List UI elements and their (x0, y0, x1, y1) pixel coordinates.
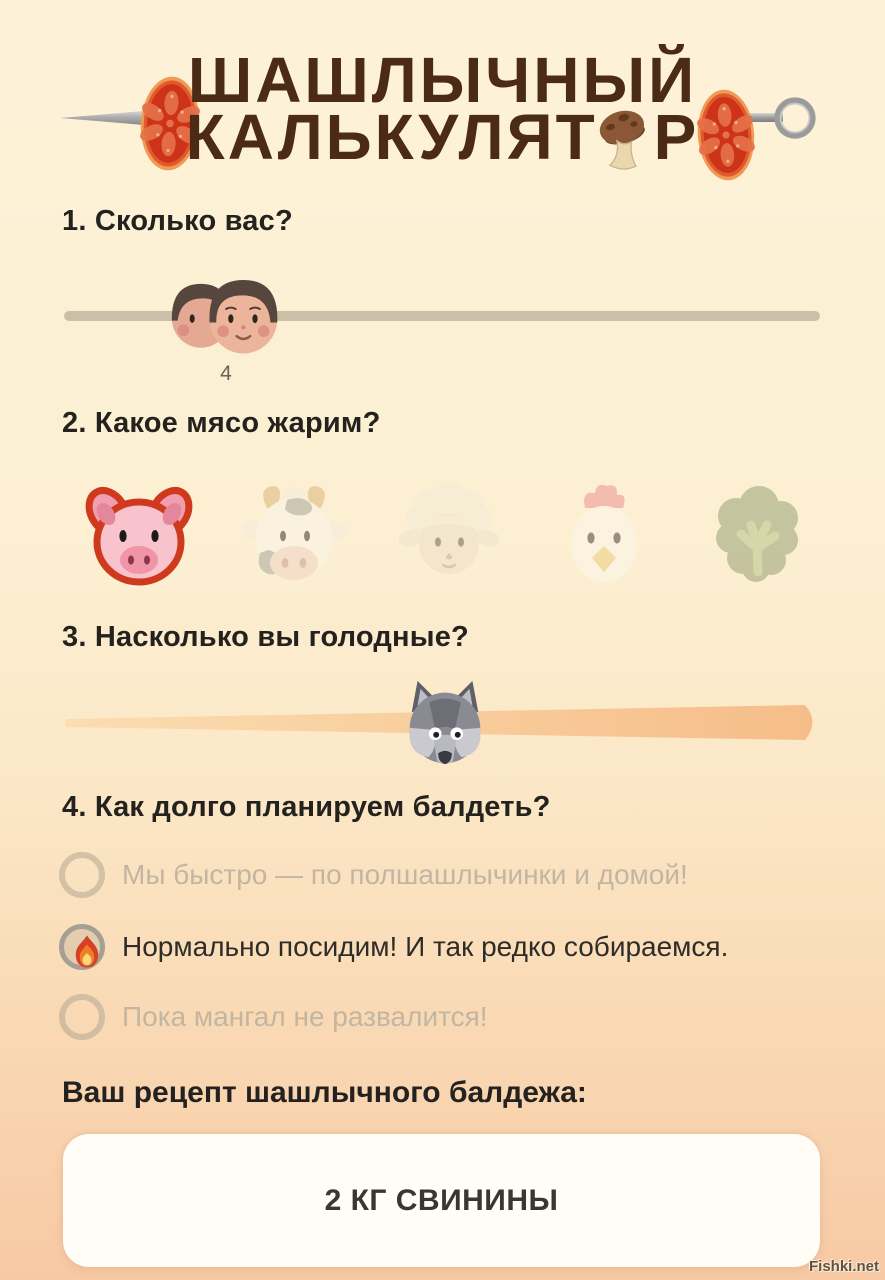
skewer-ring-icon (772, 95, 818, 141)
meat-options-row (0, 476, 885, 598)
result-value: 2 КГ СВИНИНЫ (324, 1183, 559, 1217)
duration-option-quick[interactable]: Мы быстро — по полшашлычинки и домой! (59, 852, 829, 898)
people-count-slider-track[interactable] (64, 311, 820, 321)
result-box: 2 КГ СВИНИНЫ (63, 1134, 820, 1267)
wolf-face-slider-thumb-icon[interactable] (398, 676, 492, 770)
duration-option-label: Нормально посидим! И так редко собираемс… (122, 931, 729, 962)
duration-option-label: Пока мангал не развалится! (122, 1001, 488, 1032)
radio-unselected-icon[interactable] (59, 994, 105, 1040)
page-title: ШАШЛЫЧНЫЙ КАЛЬКУЛЯТ Р (0, 44, 885, 173)
question-2-label: 2. Какое мясо жарим? (62, 407, 381, 439)
duration-option-long[interactable]: Пока мангал не развалится! (59, 994, 829, 1040)
cow-face-icon[interactable] (239, 476, 351, 596)
broccoli-icon[interactable] (701, 476, 813, 596)
mushroom-icon (599, 107, 653, 173)
skewer-rod-icon (743, 113, 783, 122)
question-3-label: 3. Насколько вы голодные? (62, 621, 469, 653)
chicken-face-icon[interactable] (549, 476, 661, 596)
fire-icon (71, 933, 103, 970)
page-title-line2: КАЛЬКУЛЯТ Р (0, 105, 885, 173)
pig-face-icon[interactable] (81, 476, 197, 596)
radio-unselected-icon[interactable] (59, 852, 105, 898)
page-title-line2-text: КАЛЬКУЛЯТ (185, 101, 598, 173)
duration-option-label: Мы быстро — по полшашлычинки и домой! (122, 859, 688, 890)
people-faces-slider-thumb-icon[interactable] (168, 258, 284, 360)
result-label: Ваш рецепт шашлычного балдежа: (62, 1076, 587, 1109)
page-title-line1: ШАШЛЫЧНЫЙ (187, 44, 698, 116)
sheep-face-icon[interactable] (394, 476, 506, 596)
question-1-label: 1. Сколько вас? (62, 205, 293, 237)
duration-option-normal[interactable]: Нормально посидим! И так редко собираемс… (59, 924, 829, 970)
tomato-slice-icon (694, 84, 759, 186)
people-count-value: 4 (220, 362, 232, 385)
radio-selected-fire-icon[interactable] (59, 924, 105, 970)
watermark: Fishki.net (808, 1258, 879, 1275)
tomato-slice-icon (137, 71, 204, 176)
page-title-line2-text: Р (653, 101, 700, 173)
question-4-label: 4. Как долго планируем балдеть? (62, 791, 551, 823)
